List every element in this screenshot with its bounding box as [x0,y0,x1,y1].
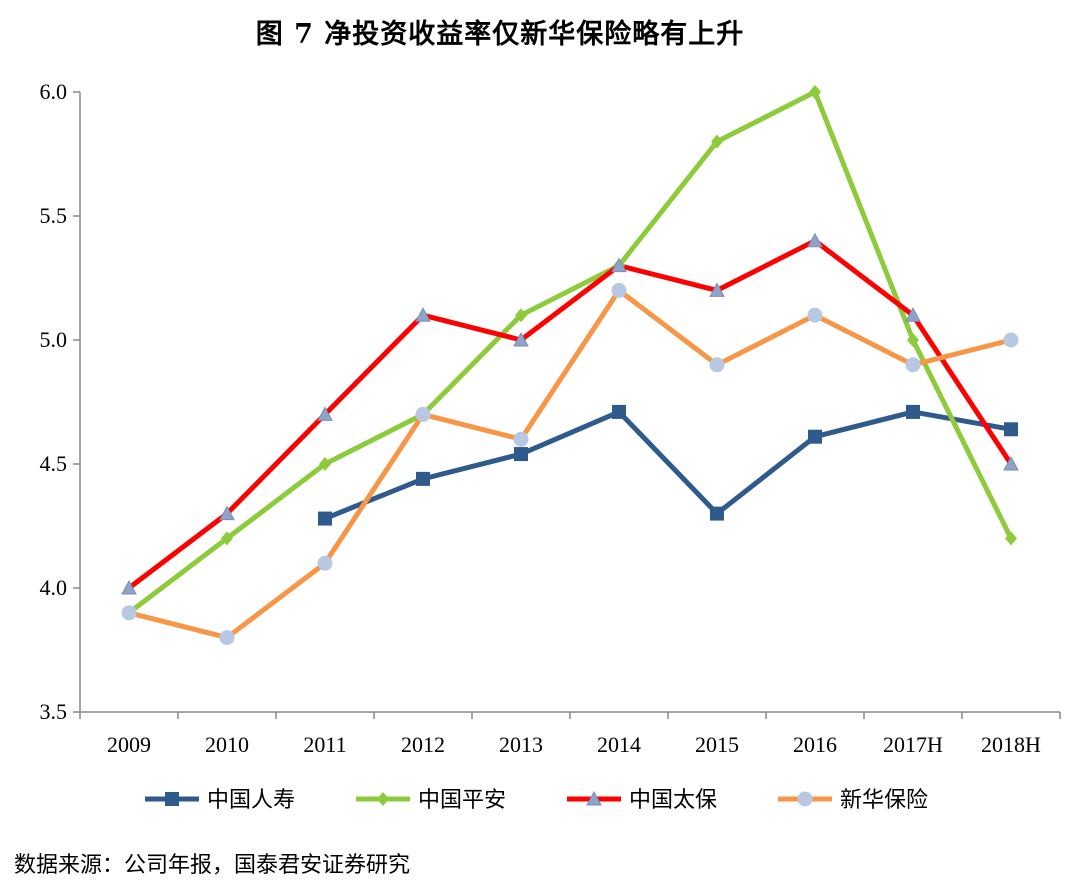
x-tick-label: 2014 [597,732,641,757]
x-tick-label: 2013 [499,732,543,757]
data-point-diamond [907,333,919,347]
data-point-diamond [319,457,331,471]
data-point-circle [219,630,235,646]
data-point-square [514,447,528,462]
data-point-triangle [709,282,725,297]
x-tick-label: 2015 [695,732,739,757]
data-point-circle [513,431,529,447]
data-point-diamond [515,308,527,323]
x-tick-label: 2018H [981,732,1041,757]
legend-marker [377,792,389,806]
y-tick-label: 6.0 [40,79,68,104]
legend-marker [165,792,179,806]
legend-item-diamond: 中国平安 [356,788,506,813]
legend-item-square: 中国人寿 [145,788,295,813]
legend-label: 新华保险 [840,788,928,813]
data-point-triangle [1003,455,1019,471]
y-tick-label: 5.5 [40,203,68,228]
data-point-triangle [807,232,823,248]
data-point-circle [317,555,333,571]
data-point-square [906,404,920,419]
y-tick-label: 5.0 [40,327,68,352]
y-tick-label: 4.0 [40,575,68,600]
data-point-circle [121,605,137,621]
data-point-square [808,429,822,444]
legend-label: 中国人寿 [207,788,295,813]
data-point-diamond [221,531,233,546]
data-point-square [1004,422,1018,437]
x-tick-label: 2012 [401,732,445,757]
legend-item-circle: 新华保险 [778,788,928,813]
data-point-circle [611,282,627,298]
data-point-square [318,511,332,526]
source-note: 数据来源：公司年报，国泰君安证券研究 [14,853,411,878]
legend-marker [797,791,813,807]
data-point-triangle [513,331,529,347]
data-point-square [612,404,626,419]
legend-label: 中国太保 [629,788,717,813]
x-tick-label: 2016 [793,732,837,757]
data-point-square [416,471,430,486]
data-point-triangle [317,406,333,421]
x-tick-label: 2010 [205,732,249,757]
x-tick-label: 2017H [883,732,943,757]
data-point-diamond [711,134,723,149]
x-tick-label: 2009 [107,732,151,757]
series-markers [121,85,1019,646]
data-point-triangle [611,257,627,273]
legend-item-triangle: 中国太保 [567,788,717,813]
data-point-triangle [121,579,137,595]
chart-legend: 中国人寿 中国平安 中国太保 新华保险 [145,788,928,813]
series-lines [126,89,1014,641]
series-line-circle [126,287,1014,641]
data-point-diamond [1005,531,1017,546]
legend-marker [586,790,602,806]
data-point-circle [905,357,921,373]
data-point-circle [1003,332,1019,348]
data-point-triangle [905,307,921,322]
data-point-triangle [415,307,431,322]
data-point-circle [709,357,725,373]
series-line-diamond [126,89,1014,616]
y-tick-label: 4.5 [40,451,68,476]
legend-label: 中国平安 [418,788,506,813]
data-point-diamond [809,85,821,99]
y-tick-label: 3.5 [40,699,68,724]
series-line-triangle [126,238,1014,591]
data-point-circle [807,307,823,323]
data-point-square [710,506,724,521]
data-point-triangle [219,505,235,521]
x-tick-label: 2011 [303,732,346,757]
data-point-circle [415,406,431,422]
series-line-square [322,409,1014,522]
chart-title: 图 7 净投资收益率仅新华保险略有上升 [255,19,745,50]
chart-axes: 3.5 4.0 4.5 5.0 5.5 6.0 2009 2010 2011 2012 2013 20… [40,79,1061,757]
